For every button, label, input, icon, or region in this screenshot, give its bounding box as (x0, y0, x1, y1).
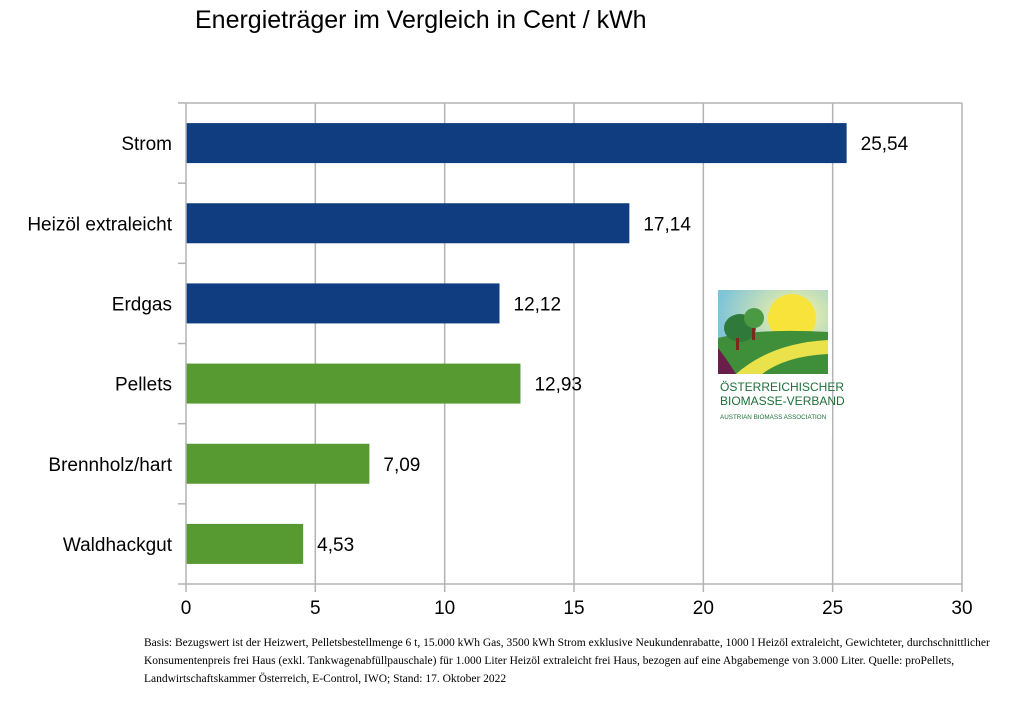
x-tick-label: 0 (181, 598, 192, 619)
bar (186, 443, 370, 484)
x-tick-label: 5 (310, 598, 321, 619)
category-label: Brennholz/hart (48, 455, 172, 476)
category-label: Heizöl extraleicht (27, 214, 172, 235)
category-label: Erdgas (112, 294, 172, 315)
value-label: 12,93 (534, 375, 582, 396)
category-label: Pellets (115, 375, 172, 396)
chart-title: Energieträger im Vergleich in Cent / kWh (195, 6, 647, 34)
logo-line-3: Austrian Biomass Association (720, 414, 827, 421)
category-label: Strom (121, 134, 172, 155)
x-tick-label: 10 (434, 598, 455, 619)
logo-line-1: Österreichischer (720, 380, 845, 394)
axes (178, 102, 963, 592)
logo-line-2: Biomasse-Verband (720, 394, 845, 408)
bars (186, 123, 847, 564)
category-label: Waldhackgut (63, 535, 173, 556)
value-label: 7,09 (383, 455, 420, 476)
value-label: 4,53 (317, 535, 354, 556)
value-label: 17,14 (643, 214, 691, 235)
bar (186, 283, 500, 324)
x-tick-label: 15 (563, 598, 584, 619)
footnote: Basis: Bezugswert ist der Heizwert, Pell… (144, 637, 990, 685)
x-tick-label: 20 (693, 598, 714, 619)
x-tick-label: 25 (822, 598, 843, 619)
bar (186, 363, 521, 404)
biomass-association-logo: Österreichischer Biomasse-Verband Austri… (716, 288, 845, 438)
value-label: 25,54 (861, 134, 909, 155)
bar (186, 203, 630, 244)
bar (186, 523, 304, 564)
logo-landscape-icon (718, 290, 828, 374)
labels: 0 5 10 15 20 25 30 Strom 25,54 Heizöl extraleicht… (27, 134, 972, 619)
bar (186, 123, 847, 164)
x-tick-label: 30 (951, 598, 972, 619)
value-label: 12,12 (514, 294, 562, 315)
gridlines (314, 103, 963, 584)
